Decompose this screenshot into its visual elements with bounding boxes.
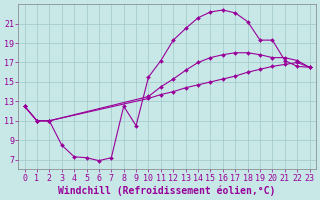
- X-axis label: Windchill (Refroidissement éolien,°C): Windchill (Refroidissement éolien,°C): [58, 185, 276, 196]
